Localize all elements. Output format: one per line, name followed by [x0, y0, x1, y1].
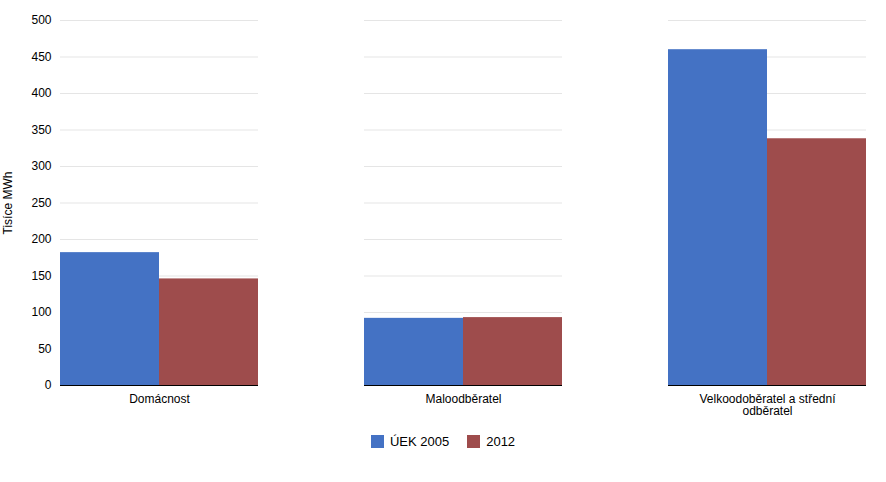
svg-text:250: 250 [31, 196, 51, 210]
svg-text:350: 350 [31, 123, 51, 137]
svg-text:500: 500 [31, 13, 51, 27]
svg-text:200: 200 [31, 232, 51, 246]
html-text:2012: 2012 [486, 434, 516, 449]
svg-text:Maloodběratel: Maloodběratel [425, 392, 501, 406]
svg-text:400: 400 [31, 86, 51, 100]
svg-text:Domácnost: Domácnost [129, 392, 190, 406]
svg-text:100: 100 [31, 305, 51, 319]
svg-text:Velkoodoběratel a středníodběr: Velkoodoběratel a středníodběratel [699, 392, 836, 418]
svg-text:150: 150 [31, 269, 51, 283]
svg-text:0: 0 [45, 378, 52, 392]
html-text:ÚEK 2005: ÚEK 2005 [389, 434, 450, 449]
svg-text:Tisíce MWh: Tisíce MWh [1, 172, 15, 235]
svg-text:50: 50 [38, 342, 52, 356]
svg-text:450: 450 [31, 50, 51, 64]
svg-text:300: 300 [31, 159, 51, 173]
